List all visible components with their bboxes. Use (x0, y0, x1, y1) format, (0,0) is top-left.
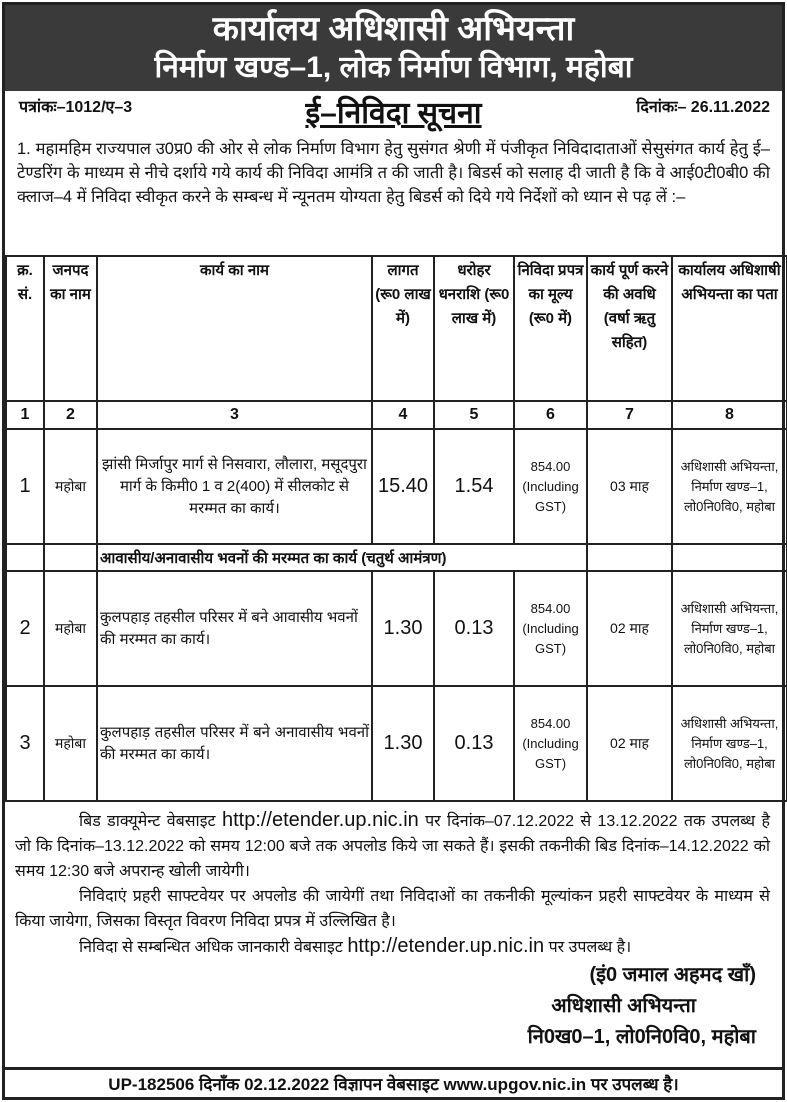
deposit: 0.13 (433, 685, 515, 802)
tender-fee: 854.00 (Including GST) (513, 428, 588, 545)
tender-fee: 854.00 (Including GST) (513, 685, 588, 802)
section-row: आवासीय/अनावासीय भवनों की मरम्मत का कार्य… (5, 543, 787, 572)
office-subtitle: निर्माण खण्ड–1, लोक निर्माण विभाग, महोबा (154, 51, 633, 84)
col-number: 2 (43, 400, 98, 430)
empty-cell (5, 543, 45, 572)
table-row: 2 महोबा कुलपहाड़ तहसील परिसर में बने आवा… (5, 570, 787, 687)
section-title: आवासीय/अनावासीय भवनों की मरम्मत का कार्य… (96, 543, 588, 572)
footer-notes: बिड डाक्यूमेन्ट वेबसाइट http://etender.u… (5, 802, 782, 1070)
col-number: 6 (513, 400, 588, 430)
duration: 02 माह (586, 685, 673, 802)
etender-link[interactable]: http://etender.up.nic.in (347, 935, 545, 957)
work-name: कुलपहाड़ तहसील परिसर में बने आवासीय भवनो… (96, 570, 373, 687)
col-number: 4 (371, 400, 435, 430)
col-number: 3 (96, 400, 373, 430)
etender-link[interactable]: http://etender.up.nic.in (221, 809, 419, 831)
cost: 15.40 (371, 428, 435, 545)
reference-line: पत्रांकः–1012/ए–3 ई–निविदा सूचना दिनांकः… (5, 91, 782, 130)
duration: 03 माह (586, 428, 673, 545)
col-header: जनपद का नाम (43, 255, 98, 402)
notice-date: दिनांकः– 26.11.2022 (636, 99, 770, 116)
cost: 1.30 (371, 570, 435, 687)
advertisement-line: UP-182506 दिनाँक 02.12.2022 विज्ञापन वेब… (108, 1075, 679, 1094)
duration: 02 माह (586, 570, 673, 687)
work-name: कुलपहाड़ तहसील परिसर में बने अनावासीय भव… (96, 685, 373, 802)
col-header: कार्य का नाम (96, 255, 373, 402)
signatory-title: अधिशासी अभियन्ता (551, 995, 696, 1017)
text: निविदा से सम्बन्धित अधिक जानकारी वेबसाइट (79, 939, 348, 956)
col-header: लागत (रू0 लाख में) (371, 255, 435, 402)
col-header: क्र. सं. (5, 255, 45, 402)
office-address: अधिशासी अभियन्ता, निर्माण खण्ड–1, लो0नि0… (671, 570, 787, 687)
serial-number: 1 (5, 428, 45, 545)
text: बिड डाक्यूमेन्ट वेबसाइट (79, 813, 222, 830)
district: महोबा (43, 685, 98, 802)
info-paragraph: निविदा से सम्बन्धित अधिक जानकारी वेबसाइट… (15, 934, 770, 960)
text: पर उपलब्ध है। (544, 939, 632, 956)
col-number: 5 (433, 400, 515, 430)
signature-block: (इं0 जमाल अहमद खाँ) अधिशासी अभियन्ता नि0… (15, 960, 770, 1053)
col-header: निविदा प्रपत्र का मूल्य (रू0 में) (513, 255, 588, 402)
signatory-name: (इं0 जमाल अहमद खाँ) (589, 964, 757, 986)
letter-number: पत्रांकः–1012/ए–3 (19, 99, 133, 116)
table-row: 3 महोबा कुलपहाड़ तहसील परिसर में बने अना… (5, 685, 787, 802)
deposit: 0.13 (433, 570, 515, 687)
district: महोबा (43, 428, 98, 545)
col-header: कार्यालय अधिशाषी अभियन्ता का पता (671, 255, 787, 402)
cost: 1.30 (371, 685, 435, 802)
work-name: झांसी मिर्जापुर मार्ग से निसवारा, लौलारा… (96, 428, 373, 545)
empty-cell (43, 543, 98, 572)
serial-number: 3 (5, 685, 45, 802)
bid-dates-paragraph: बिड डाक्यूमेन्ट वेबसाइट http://etender.u… (15, 808, 770, 884)
col-number: 7 (586, 400, 673, 430)
office-title: कार्यालय अधिशासी अभियन्ता (212, 10, 575, 48)
col-header: कार्य पूर्ण करने की अवधि (वर्षा ऋतु सहित… (586, 255, 673, 402)
empty-cell (671, 543, 787, 572)
column-number-row: 1 2 3 4 5 6 7 8 (5, 400, 787, 430)
text: पर दिनांक–07.12.2022 से 13.12.2022 तक उप… (15, 813, 771, 880)
office-address: अधिशासी अभियन्ता, निर्माण खण्ड–1, लो0नि0… (671, 428, 787, 545)
empty-cell (586, 543, 673, 572)
deposit: 1.54 (433, 428, 515, 545)
col-number: 1 (5, 400, 45, 430)
office-address: अधिशासी अभियन्ता, निर्माण खण्ड–1, लो0नि0… (671, 685, 787, 802)
notice-title: ई–निविदा सूचना (305, 97, 482, 130)
signatory-office: नि0ख0–1, लो0नि0वि0, महोबा (527, 1026, 756, 1048)
software-paragraph: निविदाएं प्रहरी साफ्टवेयर पर अपलोड की जा… (15, 888, 770, 930)
intro-paragraph: 1. महामहिम राज्यपाल उ0प्र0 की ओर से लोक … (17, 140, 770, 206)
office-header: कार्यालय अधिशासी अभियन्ता निर्माण खण्ड–1… (5, 5, 782, 91)
serial-number: 2 (5, 570, 45, 687)
col-number: 8 (671, 400, 787, 430)
table-header-row: क्र. सं. जनपद का नाम कार्य का नाम लागत (… (5, 255, 787, 402)
tender-fee: 854.00 (Including GST) (513, 570, 588, 687)
table-row: 1 महोबा झांसी मिर्जापुर मार्ग से निसवारा… (5, 428, 787, 545)
district: महोबा (43, 570, 98, 687)
works-table: क्र. सं. जनपद का नाम कार्य का नाम लागत (… (5, 255, 787, 802)
col-header: धरोहर धनराशि (रू0 लाख में) (433, 255, 515, 402)
